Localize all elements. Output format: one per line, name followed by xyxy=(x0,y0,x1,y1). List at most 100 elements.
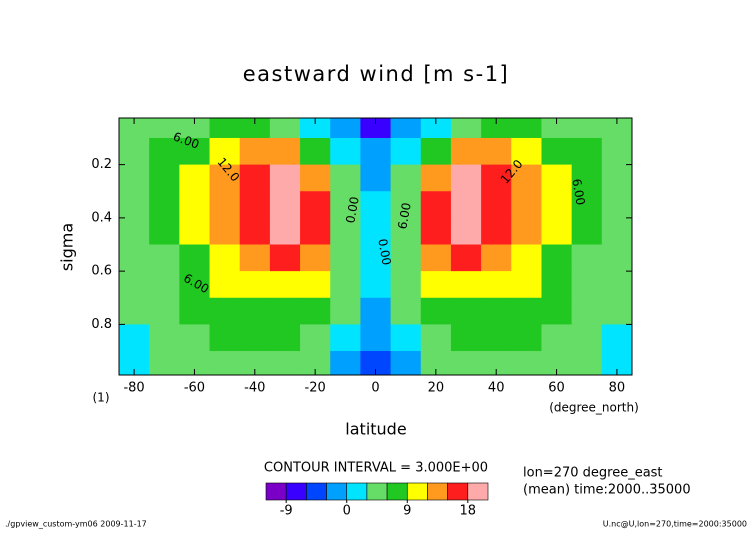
field-cell xyxy=(390,164,422,192)
field-cell xyxy=(149,271,180,299)
contour-field xyxy=(119,118,632,375)
field-cell xyxy=(209,351,241,375)
colorbar-box xyxy=(366,482,388,501)
field-cell xyxy=(481,271,512,299)
field-cell xyxy=(119,164,150,192)
field-cell xyxy=(209,137,241,166)
field-cell xyxy=(420,118,452,139)
x-tick-label: 80 xyxy=(609,381,626,396)
field-cell xyxy=(450,217,482,246)
field-cell xyxy=(541,164,573,192)
field-cell xyxy=(269,191,301,219)
field-cell xyxy=(450,297,482,325)
field-cell xyxy=(119,297,150,325)
field-cell xyxy=(450,324,482,352)
field-cell xyxy=(420,351,452,375)
field-cell xyxy=(269,118,301,139)
field-cell xyxy=(209,271,241,299)
field-cell xyxy=(511,164,542,192)
field-cell xyxy=(330,137,361,166)
field-cell xyxy=(511,324,542,352)
field-cell xyxy=(360,137,392,166)
colorbar-box xyxy=(467,482,489,501)
field-cell xyxy=(511,297,542,325)
field-cell xyxy=(269,297,301,325)
chart-title: eastward wind [m s-1] xyxy=(243,62,510,86)
field-cell xyxy=(511,191,542,219)
field-cell xyxy=(330,118,361,139)
x-tick-label: 60 xyxy=(548,381,565,396)
field-cell xyxy=(239,118,271,139)
field-cell xyxy=(390,118,422,139)
field-cell xyxy=(541,244,573,272)
field-cell xyxy=(330,164,361,192)
field-cell xyxy=(149,137,180,166)
field-cell xyxy=(179,351,211,375)
field-cell xyxy=(179,217,211,246)
field-cell xyxy=(360,244,392,272)
field-cell xyxy=(390,297,422,325)
field-cell xyxy=(601,137,632,166)
field-cell xyxy=(179,297,211,325)
field-cell xyxy=(269,271,301,299)
x-tick-label: 20 xyxy=(428,381,445,396)
field-cell xyxy=(209,164,241,192)
field-cell xyxy=(269,137,301,166)
field-cell xyxy=(330,271,361,299)
field-cell xyxy=(541,324,573,352)
field-cell xyxy=(330,217,361,246)
field-cell xyxy=(330,244,361,272)
field-cell xyxy=(330,351,361,375)
field-cell xyxy=(541,297,573,325)
field-cell xyxy=(360,164,392,192)
field-cell xyxy=(149,217,180,246)
field-cell xyxy=(541,271,573,299)
x-tick-label: 40 xyxy=(488,381,505,396)
field-cell xyxy=(541,118,573,139)
field-cell xyxy=(511,244,542,272)
field-cell xyxy=(179,324,211,352)
field-cell xyxy=(601,217,632,246)
field-cell xyxy=(571,217,603,246)
field-cell xyxy=(360,191,392,219)
field-cell xyxy=(420,164,452,192)
field-cell xyxy=(571,351,603,375)
field-cell xyxy=(149,324,180,352)
field-cell xyxy=(179,118,211,139)
y-tick-label: 0.6 xyxy=(91,264,112,279)
field-cell xyxy=(450,164,482,192)
contour-label: 0.00 xyxy=(375,238,393,267)
info-line: lon=270 degree_east xyxy=(523,466,663,481)
field-cell xyxy=(179,164,211,192)
field-cell xyxy=(481,164,512,192)
field-cell xyxy=(360,297,392,325)
contour-label: 0.00 xyxy=(343,196,361,225)
field-cell xyxy=(209,324,241,352)
field-cell xyxy=(420,244,452,272)
field-cell xyxy=(300,164,331,192)
field-cell xyxy=(450,351,482,375)
field-cell xyxy=(571,324,603,352)
field-cell xyxy=(420,191,452,219)
contour-label: 6.00 xyxy=(569,178,587,207)
footer-right: U.nc@U,lon=270,time=2000:35000 xyxy=(603,520,747,529)
field-cell xyxy=(481,217,512,246)
field-cell xyxy=(390,244,422,272)
colorbar-tick-label: 0 xyxy=(343,504,351,519)
field-cell xyxy=(209,297,241,325)
field-cell xyxy=(119,324,150,352)
field-cell xyxy=(390,191,422,219)
field-cell xyxy=(300,324,331,352)
y-tick-label: 0.2 xyxy=(91,157,112,172)
field-cell xyxy=(330,191,361,219)
field-cell xyxy=(420,217,452,246)
colorbar-box xyxy=(447,482,469,501)
field-cell xyxy=(420,297,452,325)
field-cell xyxy=(360,324,392,352)
field-cell xyxy=(511,271,542,299)
field-cell xyxy=(149,118,180,139)
field-cell xyxy=(450,191,482,219)
field-cell xyxy=(571,118,603,139)
field-cell xyxy=(571,137,603,166)
x-axis-label: latitude xyxy=(345,420,406,439)
